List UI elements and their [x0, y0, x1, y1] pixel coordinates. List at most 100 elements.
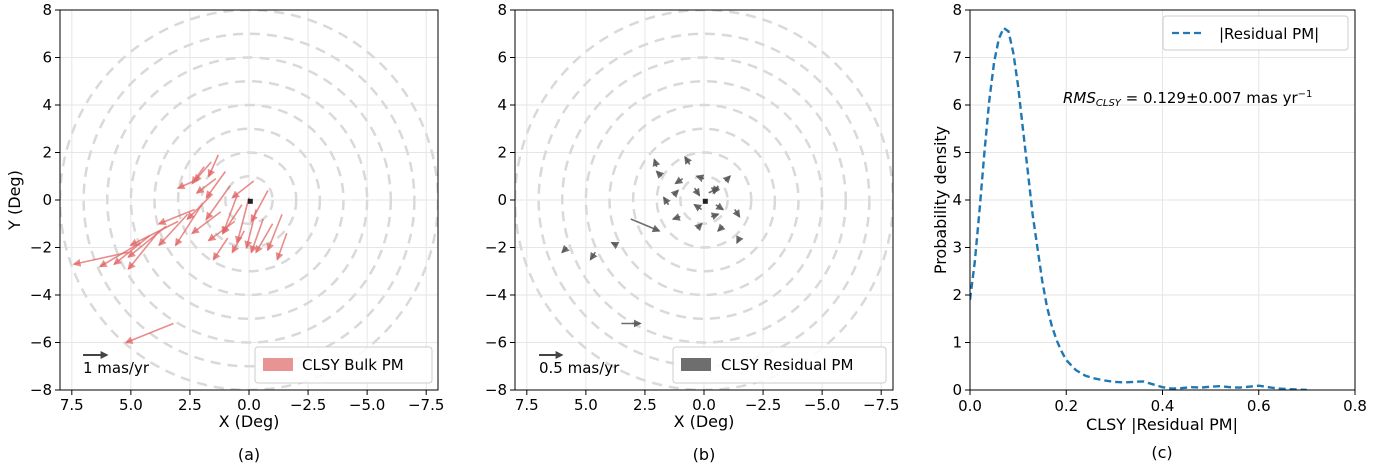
panel-c-y-ticks: 0 1 2 3 4 5 6 7 8 — [952, 1, 970, 399]
panel-a-legend: CLSY Bulk PM — [254, 346, 433, 384]
pm-arrow — [610, 242, 620, 250]
x-tick-label: 0.8 — [1343, 397, 1367, 415]
y-tick-label: 8 — [952, 1, 962, 19]
pm-arrow — [127, 230, 160, 271]
concentric-circle — [655, 151, 753, 249]
y-tick-label: −6 — [485, 334, 507, 352]
pm-arrow — [193, 161, 212, 183]
panel-b-legend-box — [672, 346, 887, 384]
panel-c-y-label: Probability density — [931, 126, 950, 274]
pm-arrow — [174, 204, 203, 247]
pm-arrow — [671, 213, 681, 221]
panel-b-legend: CLSY Residual PM — [672, 346, 887, 384]
panel-a-y-label: Y (Deg) — [5, 170, 24, 231]
pm-arrow — [589, 251, 598, 261]
pm-arrow — [231, 230, 245, 254]
pm-arrow — [158, 213, 189, 247]
concentric-circle — [224, 175, 274, 225]
pm-arrow — [255, 223, 274, 254]
y-tick-label: 2 — [497, 144, 507, 162]
pm-arrow — [207, 154, 220, 178]
pm-arrow — [715, 202, 725, 211]
concentric-circle — [631, 127, 777, 273]
x-tick-label: 0.0 — [958, 397, 982, 415]
panel-a-legend-box — [254, 346, 433, 384]
y-tick-label: 8 — [42, 1, 52, 19]
pm-arrow — [561, 244, 570, 254]
y-tick-label: 4 — [42, 96, 52, 114]
pm-arrow — [694, 222, 703, 232]
panel-a-x-ticks: 7.5 5.0 2.5 0.0 −2.5 −5.0 −7.5 — [60, 390, 444, 414]
panel-c-annotation: RMSCLSY = 0.129±0.007 mas yr−1 — [1063, 89, 1312, 109]
pm-arrow — [234, 197, 250, 245]
pm-arrow — [98, 242, 141, 268]
x-tick-label: 2.5 — [178, 396, 202, 414]
pm-arrow — [736, 235, 744, 245]
panel-c-legend-label: |Residual PM| — [1219, 25, 1319, 43]
pm-arrow — [693, 203, 703, 212]
pm-arrow — [695, 174, 705, 183]
pm-arrow — [732, 209, 741, 218]
pm-arrow — [674, 176, 684, 185]
y-tick-label: 0 — [952, 381, 962, 399]
panel-a-label: (a) — [238, 445, 260, 464]
x-tick-label: −7.5 — [863, 396, 899, 414]
panel-b-legend-swatch — [681, 358, 711, 371]
panel-c-legend-box — [1162, 15, 1349, 51]
pm-arrow — [231, 180, 255, 199]
pm-arrow — [250, 190, 269, 223]
panel-a-x-label: X (Deg) — [219, 412, 280, 431]
pm-arrow — [710, 212, 720, 221]
panel-b-residual-pm: 7.5 5.0 2.5 0.0 −2.5 −5.0 −7.5 8 6 4 2 0 −2 −4 −6 −8 X… — [485, 1, 900, 464]
y-tick-label: −4 — [30, 286, 52, 304]
x-tick-label: −2.5 — [290, 396, 326, 414]
panel-c-label: (c) — [1151, 443, 1172, 462]
center-cluster — [247, 198, 253, 204]
y-tick-label: 6 — [952, 96, 962, 114]
pm-arrow — [652, 158, 661, 168]
y-tick-label: −8 — [30, 381, 52, 399]
pm-arrow — [195, 177, 217, 194]
x-tick-label: 0.6 — [1247, 397, 1271, 415]
y-tick-label: 0 — [497, 191, 507, 209]
y-tick-label: −2 — [30, 239, 52, 257]
pm-arrow — [630, 218, 661, 233]
y-tick-label: 4 — [497, 96, 507, 114]
panel-b-label: (b) — [693, 445, 716, 464]
panel-c-curve — [970, 26, 1307, 390]
y-tick-label: −6 — [30, 334, 52, 352]
y-tick-label: 5 — [952, 144, 962, 162]
annotation-value: = 0.129±0.007 mas yr — [1121, 89, 1299, 107]
concentric-circle — [106, 56, 392, 344]
x-tick-label: −7.5 — [408, 396, 444, 414]
y-tick-label: 4 — [952, 191, 962, 209]
x-tick-label: 5.0 — [574, 396, 598, 414]
x-tick-label: 0.0 — [237, 396, 261, 414]
x-tick-label: −2.5 — [745, 396, 781, 414]
y-tick-label: −2 — [485, 239, 507, 257]
panel-c-grid — [969, 9, 1356, 391]
y-tick-label: 6 — [42, 49, 52, 67]
panel-c-x-ticks: 0.0 0.2 0.4 0.6 0.8 — [958, 390, 1367, 415]
panel-b-y-ticks: 8 6 4 2 0 −2 −4 −6 −8 — [485, 1, 515, 399]
panel-a-scale-key-label: 1 mas/yr — [83, 359, 150, 377]
y-tick-label: 2 — [42, 144, 52, 162]
concentric-circle — [608, 103, 800, 297]
annotation-subscript: CLSY — [1096, 98, 1122, 109]
pm-arrow — [191, 166, 205, 185]
panel-c-x-label: CLSY |Residual PM| — [1086, 415, 1238, 434]
pm-arrow — [717, 223, 726, 233]
annotation-rms: RMS — [1063, 89, 1096, 107]
y-tick-label: 3 — [952, 239, 962, 257]
pm-arrow — [662, 196, 671, 206]
y-tick-label: 7 — [952, 49, 962, 67]
pm-arrow — [129, 220, 179, 246]
pm-arrow — [205, 185, 231, 221]
concentric-circle — [153, 103, 345, 297]
annotation-superscript: −1 — [1298, 89, 1313, 100]
panel-a-legend-swatch — [263, 358, 293, 371]
pm-arrow — [692, 187, 701, 197]
pm-arrow — [212, 237, 229, 261]
pm-arrow — [207, 220, 236, 242]
pm-arrow — [124, 322, 174, 344]
